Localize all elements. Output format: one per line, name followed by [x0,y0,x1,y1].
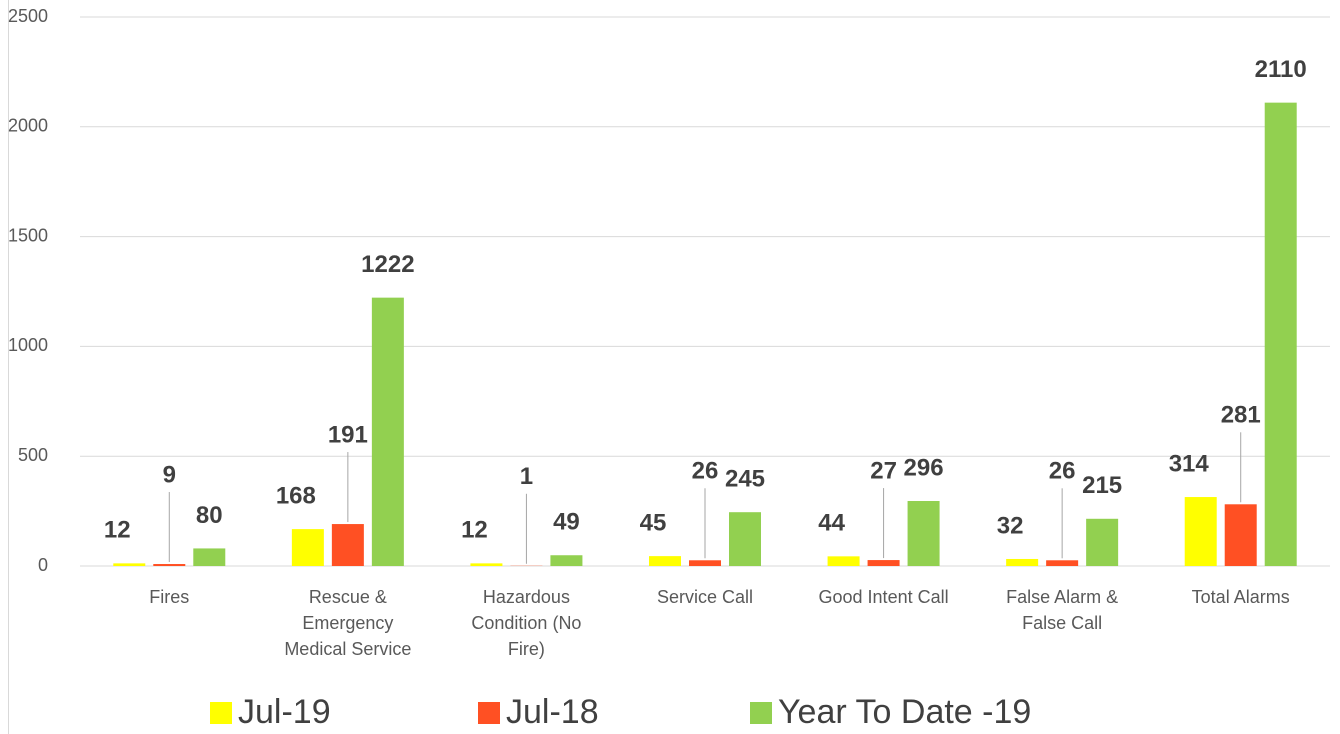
data-label: 26 [1049,458,1076,485]
x-tick-label: Hazardous Condition (No Fire) [471,587,582,659]
x-tick-label: False Alarm & False Call [1006,587,1119,633]
bar [729,512,761,566]
data-label: 296 [904,454,944,481]
legend-swatch [478,702,500,724]
bar [371,297,404,566]
bar [291,529,324,566]
bar [1224,504,1257,566]
data-label: 45 [640,509,667,536]
data-label: 245 [725,466,765,493]
bar [331,524,364,566]
x-tick-label: Service Call [656,587,754,607]
data-label: 314 [1169,450,1210,477]
bar [1086,518,1119,566]
data-label: 12 [104,517,131,544]
bar [867,560,900,566]
y-tick-label: 1000 [8,335,48,355]
x-tick-label: Total Alarms [1191,587,1290,607]
data-label: 9 [163,461,176,488]
bar [907,500,940,566]
data-label: 1 [520,463,533,490]
legend-swatch [750,702,772,724]
data-label: 26 [692,458,719,485]
bar [649,556,681,566]
legend-label: Jul-19 [238,693,331,731]
bar [827,556,860,566]
data-label: 1222 [361,251,414,278]
data-label: 168 [276,482,316,509]
bar [1264,102,1297,567]
bar [689,560,721,566]
data-label: 12 [461,517,488,544]
bar [113,563,146,566]
data-label: 215 [1082,472,1122,499]
data-label: 281 [1221,402,1261,429]
data-label: 32 [997,512,1024,539]
data-label: 49 [553,509,580,536]
x-tick-label: Fires [149,587,190,607]
bar [1006,558,1039,566]
y-tick-label: 500 [18,445,48,465]
bar [470,563,503,566]
legend-label: Jul-18 [506,693,599,731]
data-label: 80 [196,502,223,529]
y-tick-label: 2000 [8,116,48,136]
data-label: 27 [870,457,897,484]
bar [153,564,186,566]
x-tick-label: Rescue & Emergency Medical Service [284,587,412,659]
data-label: 44 [818,510,845,537]
data-label: 2110 [1255,56,1307,83]
legend-label: Year To Date -19 [778,693,1031,731]
bar [1046,560,1079,566]
bar [193,548,226,566]
y-tick-label: 1500 [8,225,48,245]
y-tick-label: 0 [38,555,48,575]
bar [550,555,583,566]
x-tick-label: Good Intent Call [818,587,949,607]
data-label: 191 [328,421,368,448]
y-tick-label: 2500 [8,6,48,26]
legend-swatch [210,702,232,724]
bar [1184,497,1217,566]
